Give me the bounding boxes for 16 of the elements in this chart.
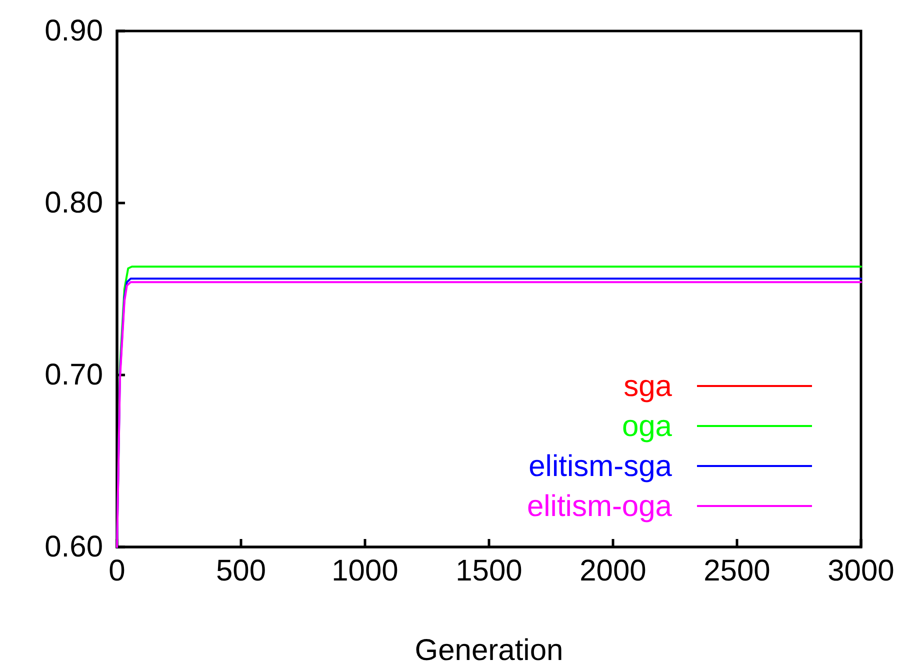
x-tick-label: 1000 — [332, 554, 398, 588]
x-tick-label: 2500 — [704, 554, 770, 588]
legend-label: elitism-oga — [526, 490, 672, 523]
legend-label: oga — [622, 410, 672, 443]
y-tick-label: 0.90 — [44, 14, 103, 48]
y-tick-label: 0.60 — [44, 530, 103, 564]
x-tick-label: 500 — [216, 554, 266, 588]
y-tick-label: 0.70 — [44, 358, 103, 392]
x-axis-title: Generation — [414, 634, 564, 667]
legend-label: elitism-sga — [528, 450, 672, 483]
legend-label: sga — [624, 370, 672, 403]
y-tick-label: 0.80 — [44, 186, 103, 220]
x-tick-label: 0 — [108, 554, 126, 588]
x-tick-label: 2000 — [580, 554, 646, 588]
x-tick-label: 3000 — [828, 554, 894, 588]
x-tick-label: 1500 — [456, 554, 522, 588]
